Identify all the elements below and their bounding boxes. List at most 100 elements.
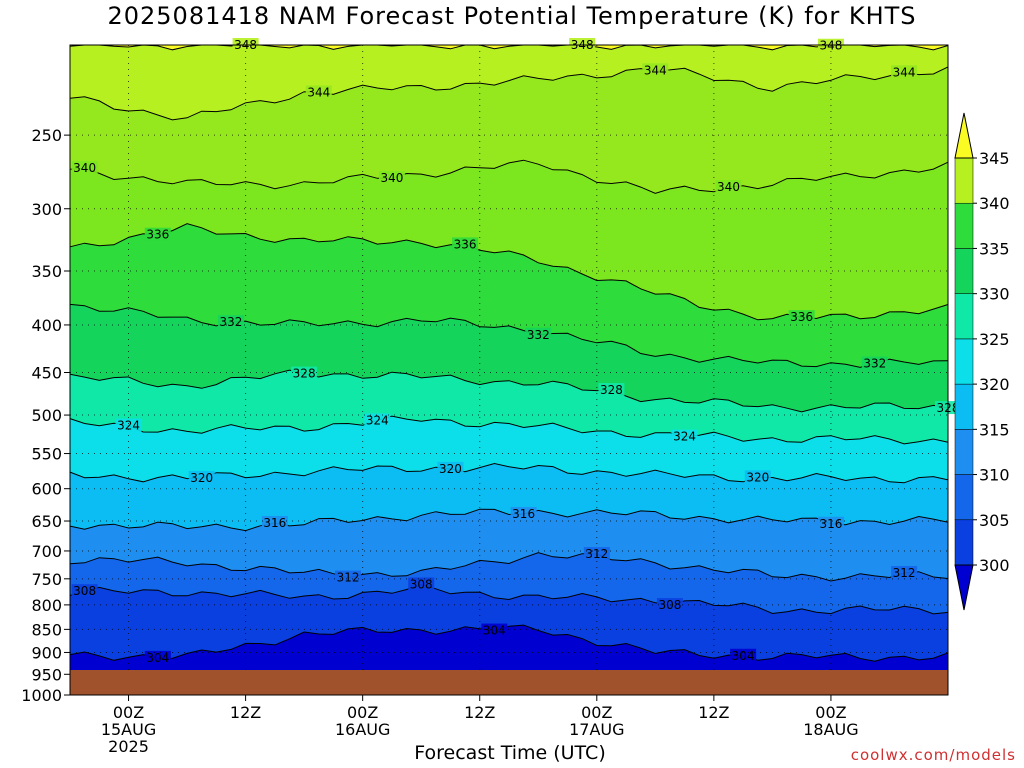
y-tick-label: 450 xyxy=(31,364,62,383)
contour-label-312: 312 xyxy=(337,571,360,585)
contour-label-344: 344 xyxy=(644,63,667,77)
contour-label-bg xyxy=(335,570,362,584)
x-tick-label: 16AUG xyxy=(335,720,390,739)
x-tick-label: 15AUG xyxy=(101,720,156,739)
contour-line-316 xyxy=(69,508,949,532)
colorbar-segment xyxy=(954,519,974,566)
contour-label-332: 332 xyxy=(220,315,243,329)
contour-label-bg xyxy=(817,516,844,530)
colorbar: 300 305 310 315 320 325 330 335 340 345 xyxy=(954,112,1010,611)
x-tick-label: 17AUG xyxy=(569,720,624,739)
contour-label-320: 320 xyxy=(190,471,213,485)
colorbar-label: 325 xyxy=(979,330,1010,349)
contour-label-bg xyxy=(437,461,464,475)
colorbar-label: 315 xyxy=(979,420,1010,439)
x-tick-label: 12Z xyxy=(230,703,261,722)
contour-label-344: 344 xyxy=(893,65,916,79)
y-tick-label: 1000 xyxy=(21,686,62,705)
contour-label-340: 340 xyxy=(717,180,740,194)
contour-label-bg xyxy=(144,227,171,241)
contour-label-324: 324 xyxy=(366,413,389,427)
contour-label-bg xyxy=(510,507,537,521)
colorbar-label: 345 xyxy=(979,149,1010,168)
contour-label-304: 304 xyxy=(483,624,506,638)
x-tick-label: 00Z xyxy=(347,703,378,722)
contour-label-336: 336 xyxy=(790,310,813,324)
contour-label-bg xyxy=(656,598,683,612)
y-tick-label: 300 xyxy=(31,200,62,219)
y-tick-label: 500 xyxy=(31,406,62,425)
contour-line-324 xyxy=(69,415,949,445)
contour-label-340: 340 xyxy=(73,161,96,175)
contour-label-bg xyxy=(291,366,318,380)
surface-cold-pool xyxy=(930,661,948,669)
surface-cold-pool xyxy=(230,661,280,669)
contour-label-312: 312 xyxy=(585,547,608,561)
contour-label-328: 328 xyxy=(600,383,623,397)
y-tick-label: 600 xyxy=(31,480,62,499)
contour-line-328 xyxy=(69,369,949,413)
x-tick-label: 00Z xyxy=(815,703,846,722)
colorbar-segment xyxy=(954,157,974,204)
y-tick-label: 400 xyxy=(31,316,62,335)
filled-bands xyxy=(70,45,948,695)
contour-label-304: 304 xyxy=(732,649,755,663)
colorbar-arrow-top xyxy=(954,112,974,159)
contour-label-bg xyxy=(715,179,742,193)
x-tick-label: 00Z xyxy=(581,703,612,722)
y-tick-label: 900 xyxy=(31,643,62,662)
y-tick-label: 700 xyxy=(31,542,62,561)
colorbar-label: 340 xyxy=(979,194,1010,213)
contour-label-bg xyxy=(598,383,625,397)
contour-label-bg xyxy=(891,566,918,580)
contour-label-bg xyxy=(891,65,918,79)
colorbar-label: 305 xyxy=(979,511,1010,530)
contour-label-bg xyxy=(583,547,610,561)
x-axis-label: Forecast Time (UTC) xyxy=(414,742,606,764)
y-axis: 250 300 350 400 450 500 550 600 650 700 750 800 850 9… xyxy=(21,126,70,705)
contour-label-bg xyxy=(525,327,552,341)
contour-line-320 xyxy=(69,462,949,484)
contour-label-bg xyxy=(744,470,771,484)
contour-label-316: 316 xyxy=(819,517,842,531)
y-tick-label: 750 xyxy=(31,570,62,589)
contour-label-bg xyxy=(481,623,508,637)
contour-label-bg xyxy=(305,85,332,99)
contour-line-340 xyxy=(69,159,949,194)
surface-cold-pool xyxy=(460,661,528,669)
contour-label-bg xyxy=(788,310,815,324)
x-tick-label: 12Z xyxy=(464,703,495,722)
contour-line-304 xyxy=(69,624,949,662)
contour-label-344: 344 xyxy=(307,85,330,99)
ground-band xyxy=(70,670,948,695)
y-tick-label: 550 xyxy=(31,445,62,464)
contour-label-324: 324 xyxy=(117,419,140,433)
credit-text: coolwx.com/models xyxy=(850,746,1016,764)
plot-border xyxy=(69,44,949,696)
contour-label-328: 328 xyxy=(293,367,316,381)
colorbar-segment xyxy=(954,293,974,340)
contour-label-bg xyxy=(861,356,888,370)
contour-line-308 xyxy=(69,583,949,615)
x-tick-label: 00Z xyxy=(113,703,144,722)
contour-label-bg xyxy=(378,171,405,185)
y-tick-label: 350 xyxy=(31,262,62,281)
contour-label-340: 340 xyxy=(380,171,403,185)
colorbar-label: 310 xyxy=(979,466,1010,485)
contour-label-304: 304 xyxy=(146,651,169,665)
x-tick-label: 2025 xyxy=(108,737,149,756)
x-tick-label: 18AUG xyxy=(803,720,858,739)
contour-label-308: 308 xyxy=(73,584,96,598)
contour-label-336: 336 xyxy=(454,237,477,251)
contour-label-bg xyxy=(144,650,171,664)
contour-label-bg xyxy=(71,161,98,175)
colorbar-label: 335 xyxy=(979,239,1010,258)
contour-label-bg xyxy=(408,577,435,591)
contour-label-308: 308 xyxy=(659,598,682,612)
colorbar-segment xyxy=(954,383,974,430)
contour-label-316: 316 xyxy=(263,516,286,530)
contour-label-bg xyxy=(115,418,142,432)
